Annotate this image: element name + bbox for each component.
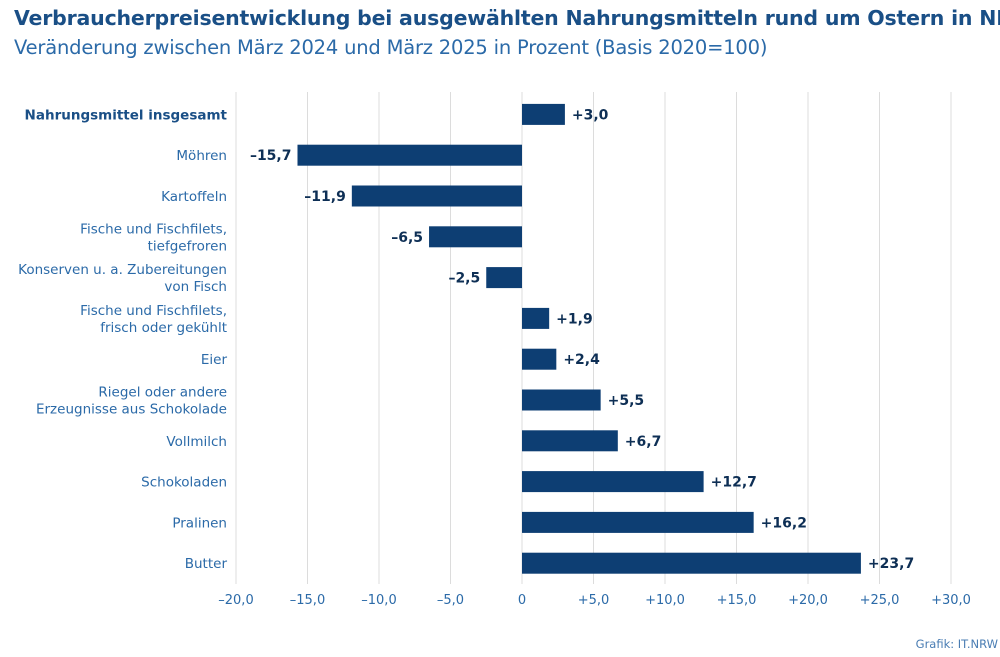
category-label: Fische und Fischfilets, bbox=[80, 303, 227, 319]
bar bbox=[522, 348, 557, 370]
bar bbox=[522, 511, 754, 533]
category-label: Vollmilch bbox=[166, 434, 227, 450]
x-tick-label: +15,0 bbox=[717, 593, 757, 608]
x-tick-label: +5,0 bbox=[578, 593, 610, 608]
value-label: –6,5 bbox=[391, 230, 423, 246]
category-label: Kartoffeln bbox=[161, 189, 227, 205]
value-label: +12,7 bbox=[711, 475, 757, 491]
x-tick-label: –10,0 bbox=[361, 593, 396, 608]
category-label: Nahrungsmittel insgesamt bbox=[25, 107, 228, 123]
bar bbox=[429, 226, 522, 248]
value-label: +1,9 bbox=[556, 311, 593, 327]
category-label: tiefgefroren bbox=[148, 238, 227, 254]
value-label: +6,7 bbox=[625, 434, 662, 450]
value-label: +16,2 bbox=[761, 515, 807, 531]
value-label: +3,0 bbox=[572, 107, 609, 123]
bar bbox=[486, 267, 522, 289]
bar bbox=[522, 552, 861, 574]
bar bbox=[522, 430, 618, 452]
category-label: frisch oder gekühlt bbox=[100, 320, 227, 336]
chart-title: Verbraucherpreisentwicklung bei ausgewäh… bbox=[14, 6, 1000, 30]
bar bbox=[522, 389, 601, 411]
category-label: Riegel oder andere bbox=[98, 385, 227, 401]
category-label: Pralinen bbox=[172, 515, 227, 531]
bar bbox=[297, 144, 522, 166]
bar bbox=[522, 103, 565, 125]
category-label: Möhren bbox=[176, 148, 227, 164]
x-tick-label: –15,0 bbox=[290, 593, 325, 608]
category-label: Konserven u. a. Zubereitungen bbox=[18, 262, 227, 278]
chart-subtitle: Veränderung zwischen März 2024 und März … bbox=[14, 36, 768, 59]
x-tick-label: 0 bbox=[518, 593, 526, 608]
x-tick-label: +20,0 bbox=[788, 593, 828, 608]
category-label: Schokoladen bbox=[141, 475, 227, 491]
x-tick-label: +25,0 bbox=[860, 593, 900, 608]
x-tick-label: –20,0 bbox=[218, 593, 253, 608]
source-credit: Grafik: IT.NRW bbox=[915, 637, 998, 651]
bar bbox=[351, 185, 522, 207]
category-label: Fische und Fischfilets, bbox=[80, 221, 227, 237]
value-label: +23,7 bbox=[868, 556, 914, 572]
value-label: –2,5 bbox=[448, 271, 480, 287]
category-label: von Fisch bbox=[164, 279, 227, 295]
value-label: +5,5 bbox=[608, 393, 645, 409]
x-tick-label: +30,0 bbox=[931, 593, 971, 608]
category-label: Erzeugnisse aus Schokolade bbox=[36, 402, 227, 418]
category-label: Eier bbox=[201, 352, 228, 368]
x-tick-label: –5,0 bbox=[437, 593, 464, 608]
value-label: –11,9 bbox=[304, 189, 346, 205]
bar bbox=[522, 307, 550, 329]
value-label: –15,7 bbox=[250, 148, 292, 164]
value-label: +2,4 bbox=[563, 352, 600, 368]
bar bbox=[522, 471, 704, 493]
x-tick-label: +10,0 bbox=[645, 593, 685, 608]
category-label: Butter bbox=[185, 556, 228, 572]
